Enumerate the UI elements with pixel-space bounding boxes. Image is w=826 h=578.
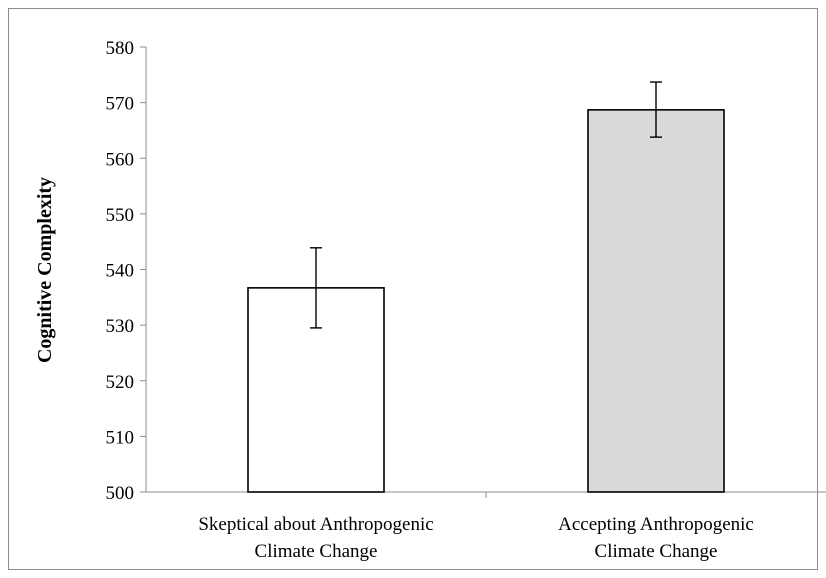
y-tick-label: 500 [106,483,135,504]
y-tick-label: 550 [106,205,135,226]
y-tick-label: 560 [106,149,135,170]
y-tick-label: 520 [106,372,135,393]
y-tick-label: 530 [106,316,135,337]
y-ticks: 500 510 520 530 540 550 560 570 580 [106,38,146,504]
error-bars [310,81,662,329]
x-categories: Skeptical about Anthropogenic Climate Cha… [198,514,754,562]
x-category-label: Accepting Anthropogenic [558,514,754,535]
bar [587,109,725,493]
y-axis-label: Cognitive Complexity [34,177,56,363]
x-category-label: Climate Change [255,541,378,562]
x-category-label: Skeptical about Anthropogenic [198,514,433,535]
x-category-label: Climate Change [595,541,718,562]
y-tick-label: 570 [106,94,135,115]
y-tick-label: 510 [106,427,135,448]
bars [247,109,725,493]
y-tick-label: 540 [106,261,135,282]
y-tick-label: 580 [106,38,135,59]
